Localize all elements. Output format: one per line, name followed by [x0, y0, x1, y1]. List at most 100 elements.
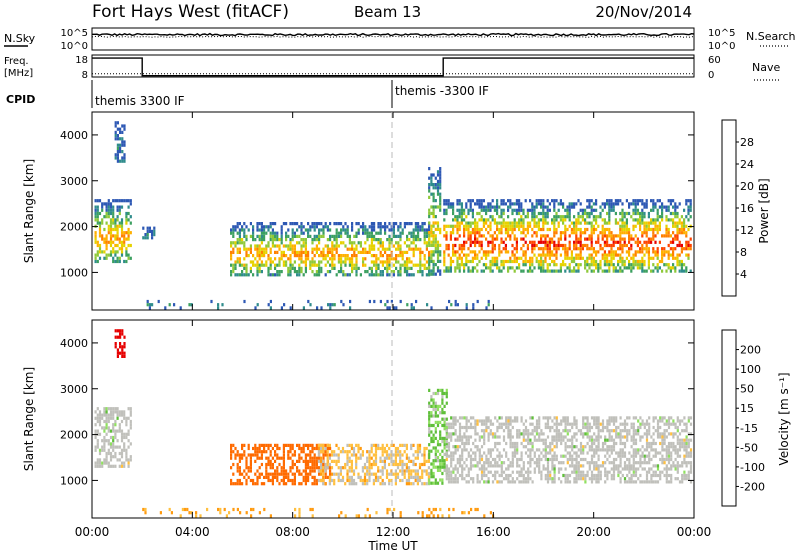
scatter-cell — [612, 457, 616, 462]
scatter-cell — [509, 224, 512, 228]
scatter-cell — [293, 478, 296, 483]
scatter-cell — [661, 470, 664, 474]
scatter-cell — [516, 432, 519, 436]
scatter-cell — [254, 459, 257, 463]
scatter-cell — [337, 260, 340, 264]
scatter-cell — [271, 475, 274, 479]
scatter-cell — [252, 446, 255, 451]
scatter-cell — [652, 218, 655, 222]
scatter-cell — [423, 450, 426, 454]
scatter-cell — [258, 443, 261, 447]
scatter-cell — [656, 269, 659, 273]
scatter-cell — [531, 211, 534, 216]
scatter-cell — [601, 422, 605, 426]
scatter-cell — [443, 411, 446, 415]
scatter-cell — [399, 453, 402, 457]
scatter-cell — [379, 225, 382, 229]
scatter-cell — [592, 269, 595, 273]
scatter-cell — [648, 454, 651, 458]
scatter-cell — [632, 266, 635, 270]
scatter-cell — [274, 266, 277, 270]
scatter-cell — [432, 243, 435, 247]
scatter-cell — [359, 453, 362, 457]
scatter-cell — [384, 303, 387, 307]
scatter-cell — [271, 222, 274, 226]
scatter-cell — [348, 257, 351, 261]
scatter-cell — [114, 419, 117, 424]
scatter-cell — [533, 470, 536, 474]
scatter-cell — [619, 240, 622, 244]
scatter-cell — [364, 270, 367, 274]
scatter-cell — [123, 159, 126, 163]
scatter-cell — [610, 259, 613, 264]
scatter-cell — [621, 269, 624, 273]
scatter-cell — [461, 438, 464, 442]
scatter-cell — [564, 448, 567, 452]
scatter-cell — [520, 454, 523, 458]
scatter-cell — [634, 461, 638, 465]
scatter-cell — [656, 266, 659, 270]
scatter-cell — [472, 464, 475, 468]
scatter-cell — [346, 225, 349, 229]
scatter-cell — [579, 477, 583, 481]
scatter-cell — [418, 466, 422, 470]
scatter-cell — [623, 243, 626, 248]
scatter-cell — [441, 459, 444, 463]
scatter-cell — [125, 218, 128, 222]
scatter-cell — [584, 457, 587, 462]
scatter-cell — [238, 247, 241, 251]
scatter-cell — [368, 478, 371, 483]
scatter-cell — [428, 272, 431, 276]
scatter-cell — [333, 222, 336, 226]
scatter-cell — [551, 425, 554, 430]
scatter-cell — [465, 202, 468, 206]
scatter-cell — [643, 269, 646, 273]
scatter-cell — [544, 237, 547, 241]
scatter-cell — [101, 234, 104, 238]
scatter-cell — [487, 480, 490, 484]
scatter-cell — [428, 225, 431, 229]
scatter-cell — [516, 445, 519, 449]
scatter-cell — [412, 241, 415, 245]
scatter-cell — [632, 416, 635, 420]
scatter-cell — [340, 234, 343, 238]
scatter-cell — [595, 425, 598, 430]
scatter-cell — [406, 260, 409, 264]
scatter-cell — [634, 263, 637, 267]
scatter-cell — [271, 472, 274, 476]
scatter-cell — [361, 469, 364, 473]
scatter-cell — [529, 438, 532, 442]
scatter-cell — [230, 482, 233, 486]
scatter-cell — [520, 467, 523, 471]
scatter-cell — [472, 306, 475, 310]
scatter-cell — [366, 478, 369, 483]
scatter-cell — [405, 478, 408, 483]
scatter-cell — [458, 208, 461, 212]
scatter-cell — [469, 208, 472, 212]
scatter-cell — [359, 456, 362, 460]
scatter-cell — [307, 466, 310, 470]
scatter-cell — [476, 464, 479, 468]
scatter-cell — [340, 260, 343, 264]
scatter-cell — [282, 469, 285, 473]
scatter-cell — [612, 250, 615, 254]
scatter-cell — [328, 482, 331, 486]
scatter-cell — [267, 244, 270, 248]
scatter-cell — [645, 480, 649, 484]
scatter-cell — [439, 231, 442, 235]
scatter-cell — [568, 263, 571, 267]
scatter-cell — [129, 455, 132, 459]
scatter-cell — [289, 443, 292, 447]
scatter-cell — [313, 466, 316, 470]
scatter-cell — [549, 470, 552, 474]
scatter-cell — [685, 243, 688, 248]
scatter-cell — [428, 228, 431, 232]
scatter-cell — [432, 433, 435, 437]
scatter-cell — [601, 269, 604, 273]
scatter-cell — [458, 425, 462, 430]
scatter-cell — [368, 472, 371, 476]
scatter-cell — [593, 464, 596, 468]
scatter-cell — [118, 256, 121, 260]
scatter-cell — [346, 443, 349, 447]
scatter-cell — [386, 260, 389, 264]
